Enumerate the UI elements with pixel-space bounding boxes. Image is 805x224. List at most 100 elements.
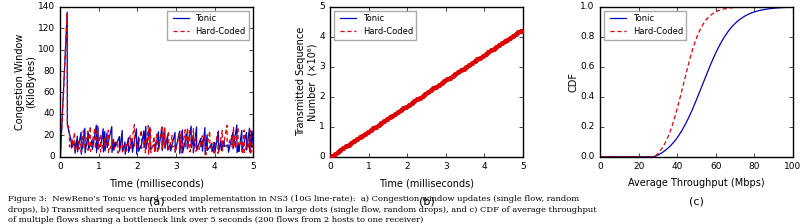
Point	[383, 116, 396, 119]
Text: (a): (a)	[149, 197, 164, 207]
X-axis label: Time (milliseconds): Time (milliseconds)	[109, 178, 204, 188]
Hard-Coded	[444, 77, 453, 80]
Point	[358, 132, 371, 136]
Hard-Coded	[56, 155, 65, 158]
Point	[510, 32, 522, 36]
Point	[402, 103, 415, 107]
Line: Tonic: Tonic	[60, 12, 253, 157]
Line: Hard-Coded: Hard-Coded	[60, 12, 253, 157]
Tonic	[488, 48, 497, 51]
Point	[389, 112, 402, 116]
Point	[490, 45, 503, 49]
Hard-Coded	[788, 5, 798, 8]
Hard-Coded	[596, 155, 605, 158]
Hard-Coded	[325, 155, 335, 158]
Point	[504, 36, 517, 40]
Tonic	[243, 142, 253, 145]
Point	[449, 72, 462, 76]
Point	[361, 130, 374, 134]
Point	[399, 105, 412, 108]
Tonic	[325, 155, 335, 158]
Tonic	[788, 6, 798, 9]
Point	[473, 56, 486, 60]
Point	[419, 92, 431, 96]
Tonic	[144, 131, 154, 134]
Tonic	[248, 129, 258, 132]
Tonic	[208, 149, 217, 152]
Point	[479, 52, 492, 56]
Point	[432, 83, 445, 87]
Hard-Coded	[615, 155, 625, 158]
Point	[367, 127, 380, 130]
Point	[422, 90, 435, 94]
Tonic	[65, 136, 75, 139]
Tonic	[150, 143, 159, 146]
Hard-Coded	[745, 6, 755, 8]
X-axis label: Time (milliseconds): Time (milliseconds)	[379, 178, 474, 188]
Point	[436, 81, 448, 85]
Point	[482, 50, 495, 54]
Point	[438, 80, 451, 83]
Point	[345, 141, 357, 145]
Point	[381, 118, 394, 121]
Point	[397, 107, 410, 110]
Tonic	[440, 80, 450, 82]
Hard-Coded	[500, 40, 510, 43]
Point	[444, 76, 456, 79]
Point	[416, 94, 429, 97]
Point	[463, 63, 476, 67]
Point	[493, 43, 506, 47]
Point	[455, 69, 468, 72]
Tonic	[518, 28, 528, 30]
Point	[328, 152, 341, 155]
Point	[424, 88, 437, 92]
Point	[394, 108, 407, 112]
Point	[334, 148, 347, 152]
Hard-Coded	[144, 146, 154, 149]
Line: Tonic: Tonic	[330, 29, 523, 157]
Point	[506, 34, 519, 38]
Point	[375, 121, 388, 125]
Line: Hard-Coded: Hard-Coded	[601, 7, 793, 157]
Tonic	[749, 11, 759, 13]
Point	[340, 145, 353, 148]
Y-axis label: Transmitted Sequence
Number  (×10⁶): Transmitted Sequence Number (×10⁶)	[296, 27, 317, 136]
Point	[485, 49, 497, 52]
Point	[413, 96, 426, 99]
Hard-Coded	[488, 48, 497, 51]
Tonic	[56, 155, 65, 158]
Hard-Coded	[248, 150, 258, 153]
Point	[369, 125, 382, 128]
Point	[342, 143, 355, 146]
Hard-Coded	[243, 140, 253, 143]
Tonic	[444, 77, 453, 80]
Tonic	[728, 25, 737, 27]
Point	[336, 146, 349, 150]
Y-axis label: CDF: CDF	[569, 72, 579, 92]
Point	[405, 101, 418, 105]
Point	[501, 38, 514, 41]
Point	[331, 150, 344, 154]
Point	[430, 85, 443, 88]
Hard-Coded	[518, 28, 528, 30]
Tonic	[243, 141, 253, 144]
Y-axis label: Congestion Window
(KiloBytes): Congestion Window (KiloBytes)	[14, 34, 36, 130]
Hard-Coded	[150, 136, 159, 138]
Tonic	[500, 40, 510, 43]
Point	[427, 87, 440, 90]
Point	[460, 65, 473, 69]
Point	[364, 128, 377, 132]
Hard-Coded	[63, 11, 72, 13]
Hard-Coded	[440, 80, 450, 82]
Tonic	[326, 155, 336, 158]
Hard-Coded	[243, 140, 253, 142]
Point	[391, 110, 404, 114]
Hard-Coded	[208, 143, 217, 146]
Hard-Coded	[728, 6, 737, 9]
X-axis label: Average Throughput (Mbps): Average Throughput (Mbps)	[628, 178, 765, 188]
Legend: Tonic, Hard-Coded: Tonic, Hard-Coded	[167, 11, 249, 40]
Point	[378, 119, 390, 123]
Point	[348, 139, 361, 143]
Legend: Tonic, Hard-Coded: Tonic, Hard-Coded	[605, 11, 686, 40]
Point	[408, 99, 421, 103]
